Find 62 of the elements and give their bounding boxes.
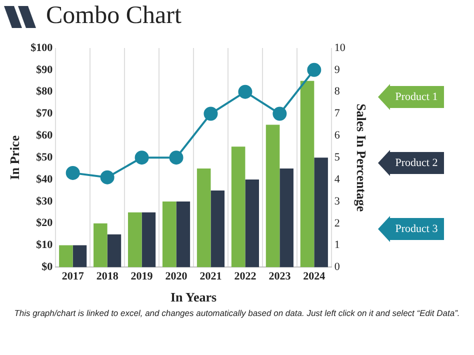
bar: [280, 168, 294, 268]
y2-tick-label: 3: [334, 195, 340, 208]
point: [134, 150, 149, 165]
legend-label: Product 1: [389, 86, 444, 108]
bar: [266, 124, 280, 268]
y-tick-label: $100: [30, 42, 54, 54]
bar: [59, 245, 73, 268]
bar: [142, 212, 156, 268]
y2-tick-label: 0: [334, 261, 340, 274]
point: [66, 166, 80, 180]
point: [204, 106, 218, 121]
bar: [107, 234, 122, 268]
y-tick-label: $10: [36, 239, 54, 252]
x-tick-label: 2018: [96, 270, 119, 283]
chart-title: Combo Chart: [46, 2, 182, 30]
y-tick-label: $50: [36, 151, 54, 164]
x-tick-label: 2021: [200, 270, 222, 283]
y2-tick-label: 9: [334, 64, 340, 76]
y-tick-label: $70: [36, 108, 54, 120]
y2-axis-title: Sales In Percentage: [354, 104, 369, 212]
x-tick-label: 2020: [165, 270, 188, 283]
bar: [94, 223, 108, 268]
bar: [162, 201, 176, 268]
point: [169, 150, 184, 165]
bar: [210, 190, 225, 268]
y-tick-label: $0: [42, 261, 54, 274]
y-tick-label: $90: [36, 64, 54, 76]
bar: [231, 146, 246, 268]
point: [307, 62, 322, 77]
y2-tick-label: 6: [334, 130, 340, 142]
x-tick-label: 2023: [268, 270, 292, 283]
y-tick-label: $60: [36, 130, 54, 142]
bar: [176, 201, 190, 268]
x-axis-title: In Years: [170, 290, 217, 305]
y-axis-title: In Price: [7, 135, 22, 180]
x-tick-label: 2022: [234, 270, 257, 283]
bar: [300, 80, 314, 268]
y2-tick-label: 10: [334, 42, 346, 54]
bar: [196, 168, 211, 268]
y2-tick-label: 4: [334, 173, 340, 186]
point: [272, 106, 287, 121]
x-tick-label: 2019: [130, 270, 154, 283]
bar: [72, 245, 87, 268]
y2-tick-label: 8: [334, 86, 340, 98]
legend-label: Product 2: [389, 152, 444, 174]
bar: [314, 158, 328, 268]
x-tick-label: 2024: [303, 270, 326, 283]
y2-tick-label: 7: [334, 108, 340, 120]
point: [100, 170, 114, 184]
y-tick-label: $20: [36, 217, 54, 230]
text: This graph/chart is linked to excel, and changes automatically based on data. Just left click on it and select “Edit Data”.: [13, 308, 461, 318]
y2-tick-label: 5: [334, 151, 340, 164]
x-tick-label: 2017: [62, 270, 84, 283]
y2-tick-label: 1: [334, 239, 340, 252]
point: [238, 84, 252, 99]
legend-label: Product 3: [389, 218, 444, 240]
y-tick-label: $80: [36, 86, 54, 98]
y2-tick-label: 2: [334, 217, 340, 230]
bar: [245, 180, 260, 268]
bar: [128, 212, 142, 268]
y-tick-label: $30: [36, 195, 54, 208]
y-tick-label: $40: [36, 173, 54, 186]
